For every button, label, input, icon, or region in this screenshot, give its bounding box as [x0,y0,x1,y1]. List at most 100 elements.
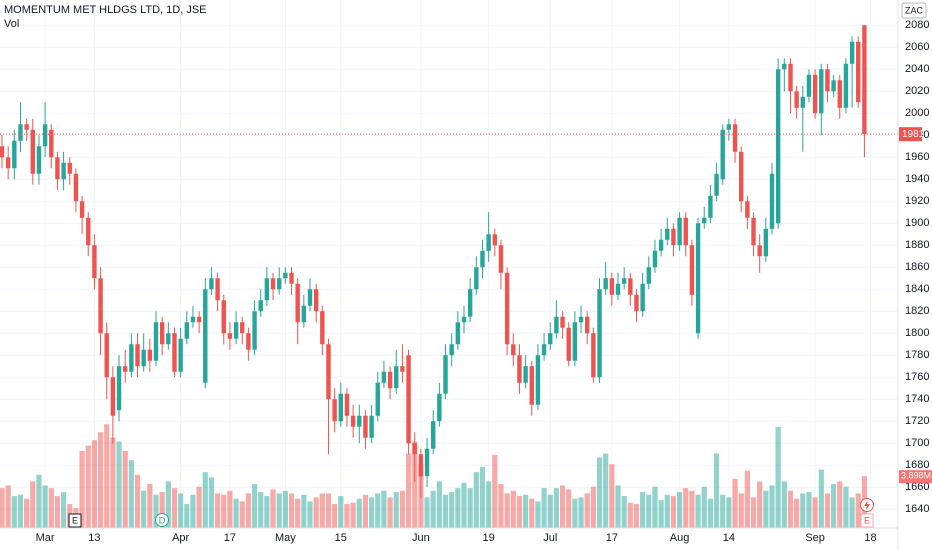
volume-bar [498,484,504,528]
x-tick-label: Mar [36,532,55,544]
volume-bar [85,445,91,528]
volume-bar [276,493,282,528]
volume-bar [11,496,17,528]
candle-body [529,366,534,405]
candle-body [751,217,756,246]
volume-bar [338,496,344,528]
y-tick-label: 1880 [905,239,929,251]
candle-body [523,366,528,383]
volume-bar [646,494,652,528]
volume-bar [824,493,831,528]
candle-body [677,217,682,246]
candle-body [357,415,362,427]
candle-body [190,316,196,323]
event-label: D [159,515,166,525]
y-tick-label: 1660 [905,481,929,493]
volume-bar [110,437,116,528]
volume-bar [461,482,467,528]
candle-body [769,173,775,229]
candle-body [159,322,165,345]
x-tick-label: Apr [172,532,189,544]
candle-body [831,80,836,92]
event-marker[interactable]: E [68,513,82,528]
y-tick-label: 1820 [905,305,929,317]
x-tick-label: 17 [224,532,236,544]
volume-bar [547,494,553,528]
candle-body [609,278,615,295]
volume-bar [350,502,356,528]
volume-bar [794,498,800,528]
volume-bar [763,490,769,528]
candle-body [726,124,732,130]
volume-bar [48,488,54,528]
event-marker[interactable]: E [860,498,874,528]
candle-body [86,217,91,246]
y-tick-label: 1900 [905,217,929,229]
candle-body [12,140,17,169]
volume-bar [387,497,393,528]
candle-body [511,344,516,356]
candle-body [141,349,146,367]
y-tick-label: 1680 [905,459,929,471]
candle-body [745,201,750,218]
volume-bar [479,466,486,528]
candle-body [541,344,547,356]
volume-bar [590,486,596,528]
candle-body [455,322,461,345]
candle-body [394,366,399,389]
volume-bar [818,469,824,528]
candle-body [129,344,134,372]
volume-bar [430,490,436,528]
candle-body [55,157,60,180]
volume-bar [399,490,405,528]
volume-bar [553,488,559,528]
y-tick-label: 2020 [905,85,929,97]
candle-body [61,162,66,180]
candle-body [603,278,608,290]
volume-bar [375,493,381,528]
candle-body [135,344,140,367]
y-tick-label: 1700 [905,437,929,449]
candle-body [856,41,861,103]
candle-layer [0,25,898,499]
candle-body [504,272,510,345]
volume-bar [744,470,750,528]
volume-bar [30,481,36,528]
y-tick-label: 1960 [905,151,929,163]
volume-bar [17,494,24,528]
volume-bar [178,493,184,528]
y-tick-label: 2000 [905,107,929,119]
candle-body [412,443,417,455]
volume-bar [381,490,387,528]
event-marker[interactable]: D [155,513,169,527]
candle-body [363,415,368,438]
volume-bar [362,494,369,528]
event-label: E [864,515,870,525]
candle-body [467,289,473,317]
volume-bar [787,490,794,528]
candle-body [702,217,707,224]
candle-body [227,333,233,339]
chart-title: MOMENTUM MET HLDGS LTD, 1D, JSE [4,4,207,16]
candle-body [203,289,208,383]
volume-bar [455,488,461,528]
volume-bar [726,497,732,528]
volume-bar [559,485,566,528]
candle-body [270,278,276,290]
candle-body [671,228,676,246]
currency: ZAC [905,5,924,15]
candle-body [424,448,430,477]
volume-bar [405,453,412,528]
volume-bar [36,474,42,528]
volume-bar [5,485,11,528]
volume-bar [670,496,677,528]
volume-bar [584,493,590,528]
volume-bar [523,494,529,528]
last-price-box [899,127,922,142]
volume-bar [91,440,97,528]
candle-body [5,157,11,169]
volume-bar [159,492,165,528]
candle-body [782,63,787,70]
candle-body [92,245,97,279]
volume-bar [449,492,455,528]
